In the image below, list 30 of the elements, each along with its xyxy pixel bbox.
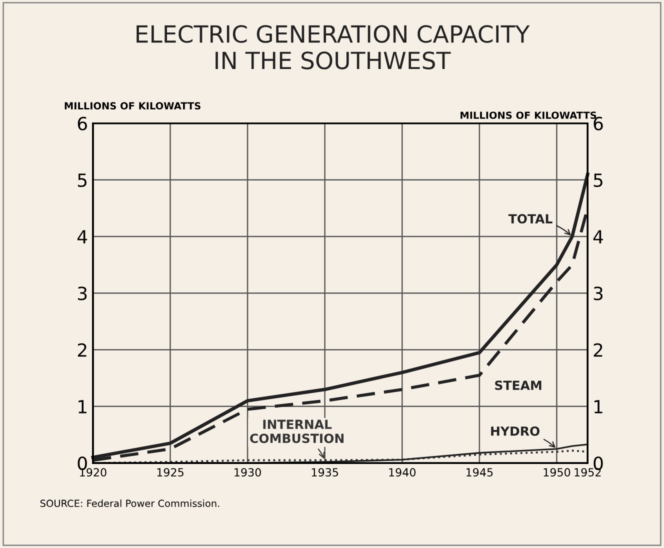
y2-tick-label: 4 <box>593 230 603 244</box>
y-tick-label: 6 <box>78 116 87 130</box>
y-tick-label: 5 <box>78 174 87 188</box>
y-tick-label: 0 <box>78 456 87 470</box>
y2-tick-label: 5 <box>594 174 602 188</box>
x-tick-label: 1950 <box>544 468 570 477</box>
series-label: INTERNAL COMBUSTION <box>250 420 344 444</box>
x-tick-label: 1940 <box>389 468 416 477</box>
x-tick-label: 1925 <box>157 468 184 477</box>
source-note: SOURCE: Federal Power Commission. <box>40 500 220 508</box>
x-tick-label: 1952 <box>574 468 601 477</box>
y2-tick-label: 2 <box>594 343 602 357</box>
y-tick-label: 4 <box>77 230 88 244</box>
x-tick-label: 1920 <box>80 468 106 477</box>
x-tick-label: 1945 <box>466 468 493 477</box>
y-tick-label: 2 <box>78 343 86 357</box>
y2-tick-label: 0 <box>594 456 603 470</box>
y2-tick-label: 6 <box>594 116 603 130</box>
series-label: HYDRO <box>491 426 540 436</box>
chart-title: ELECTRIC GENERATION CAPACITY IN THE SOUTHWEST <box>136 25 530 70</box>
y-tick-label: 1 <box>78 400 86 414</box>
series-label: STEAM <box>495 380 542 390</box>
y2-tick-label: 3 <box>594 286 603 300</box>
series-label: TOTAL <box>508 214 552 224</box>
x-tick-label: 1935 <box>312 468 338 477</box>
y-axis-title: MILLIONS OF KILOWATTS <box>64 102 200 110</box>
x-tick-label: 1930 <box>234 468 261 477</box>
y2-axis-title: MILLIONS OF KILOWATTS <box>460 112 596 119</box>
y-tick-label: 3 <box>78 286 87 300</box>
y2-tick-label: 1 <box>594 400 602 414</box>
